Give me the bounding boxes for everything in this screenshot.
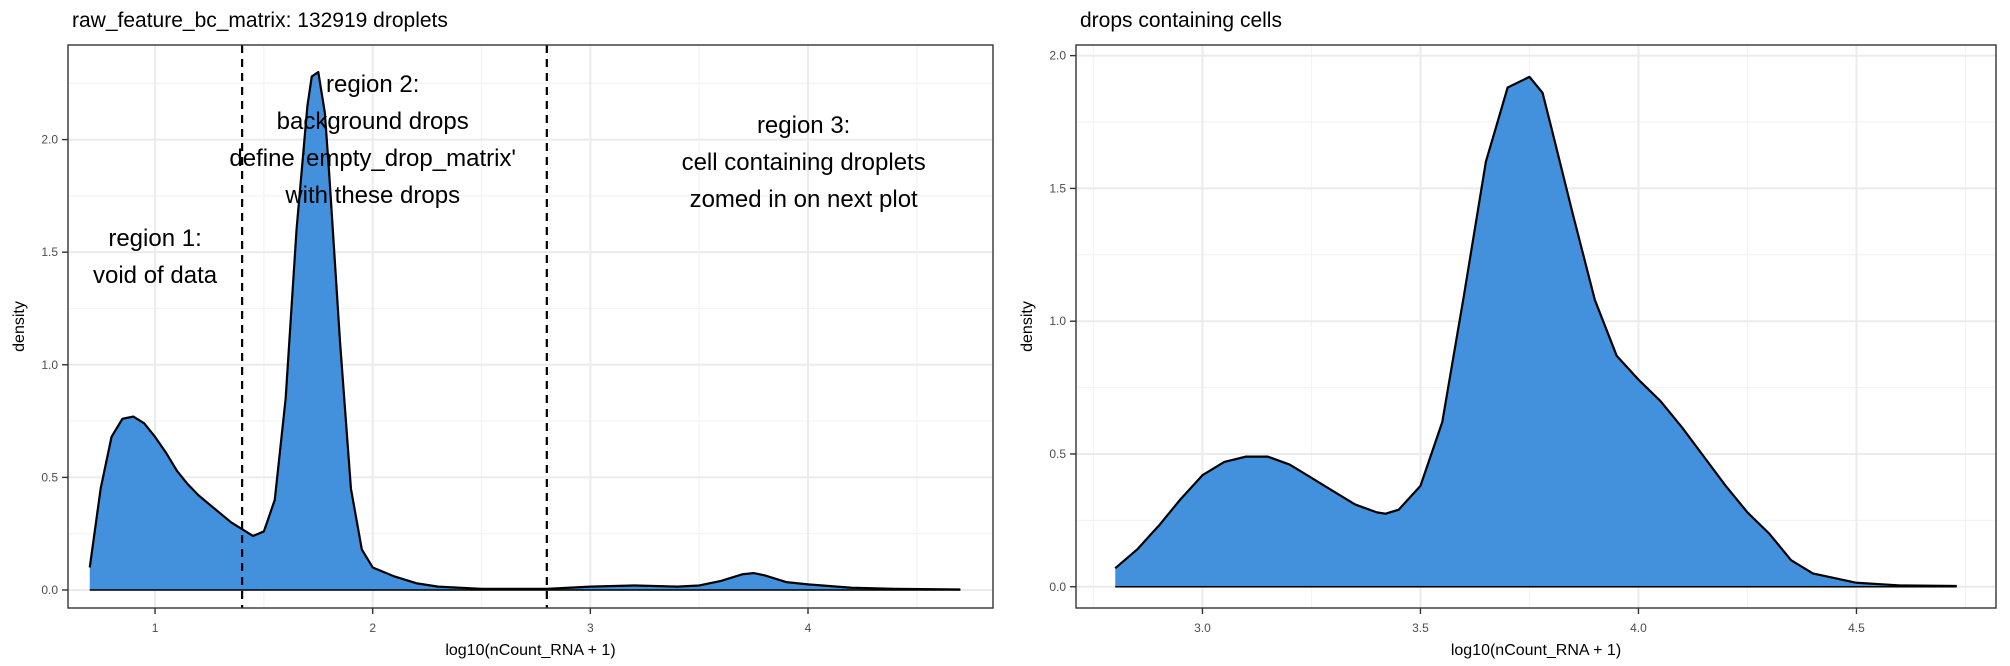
x-tick-label: 4.0 <box>1630 621 1647 635</box>
annotation-text: region 2: <box>326 71 419 98</box>
annotation-text: zomed in on next plot <box>690 186 918 213</box>
x-tick-label: 4 <box>805 621 812 635</box>
y-tick-label: 1.0 <box>1049 314 1066 328</box>
x-axis-label: log10(nCount_RNA + 1) <box>445 642 615 659</box>
annotation-text: define 'empty_drop_matrix' <box>229 145 516 172</box>
y-tick-label: 0.5 <box>1049 447 1066 461</box>
x-tick-label: 3 <box>587 621 594 635</box>
y-tick-label: 1.5 <box>1049 181 1066 195</box>
density-curve <box>1114 75 1957 588</box>
y-tick-label: 0.0 <box>1049 580 1066 594</box>
y-axis-label: density <box>11 301 28 352</box>
x-tick-label: 2 <box>369 621 376 635</box>
chart-panel-1: region 1: void of data region 2: background… <box>11 9 994 659</box>
y-tick-label: 1.5 <box>41 245 58 259</box>
annotation-text: region 1: <box>108 225 201 252</box>
x-tick-label: 3.0 <box>1194 621 1211 635</box>
density-area <box>1115 76 1957 587</box>
x-tick-label: 4.5 <box>1848 621 1865 635</box>
plot-border <box>1075 44 1997 609</box>
chart-title: drops containing cells <box>1080 9 1282 32</box>
y-tick-label: 2.0 <box>41 133 58 147</box>
annotation-text: cell containing droplets <box>682 149 926 176</box>
y-tick-label: 1.0 <box>41 358 58 372</box>
y-tick-label: 0.5 <box>41 470 58 484</box>
density-area <box>89 72 961 590</box>
density-curve <box>88 70 961 591</box>
annotation-text: void of data <box>93 262 218 289</box>
annotation-text: background drops <box>277 108 469 135</box>
y-axis-label: density <box>1019 301 1036 352</box>
x-tick-label: 3.5 <box>1412 621 1429 635</box>
plot-border <box>67 44 994 609</box>
chart-panel-2: 3.0 3.5 4.0 4.5 0.0 0.5 1.0 1.5 2.0 drops contain… <box>1019 9 1997 659</box>
y-tick-label: 0.0 <box>41 583 58 597</box>
annotation-text: with these drops <box>284 182 460 209</box>
x-tick-label: 1 <box>152 621 159 635</box>
y-tick-label: 2.0 <box>1049 49 1066 63</box>
annotation-text: region 3: <box>757 112 850 139</box>
chart-title: raw_feature_bc_matrix: 132919 droplets <box>72 9 448 32</box>
x-axis-label: log10(nCount_RNA + 1) <box>1451 642 1621 659</box>
